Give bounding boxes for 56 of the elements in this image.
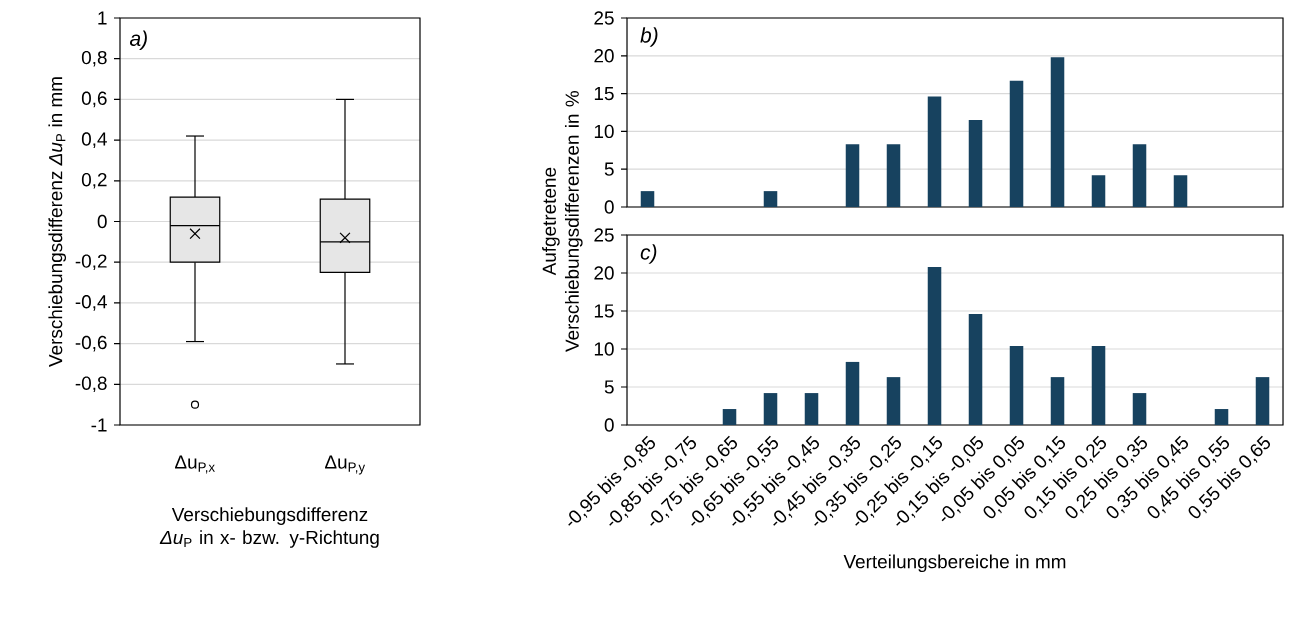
y-tick-label: -0,2	[75, 254, 107, 271]
bar	[886, 144, 901, 207]
bar	[1050, 57, 1065, 207]
y-tick-label: 0	[604, 418, 614, 432]
y-tick-label: 10	[594, 124, 614, 139]
bar	[845, 144, 860, 207]
bar	[1132, 144, 1147, 207]
y-axis-title: Aufgetretene Verschiebungsdifferenzen in %	[542, 91, 583, 352]
y-tick-label: 0,6	[81, 91, 107, 108]
y-tick-label: -1	[91, 418, 107, 432]
x-axis-title: Verteilungsbereiche in mm	[843, 554, 1066, 573]
bar	[763, 191, 778, 207]
bar	[1255, 377, 1270, 425]
y-tick-label: -0,8	[75, 376, 107, 393]
y-tick-label: 0,2	[81, 172, 107, 189]
y-tick-label: 10	[594, 342, 614, 356]
y-tick-label: -0,4	[75, 295, 107, 311]
chart-title: c)	[640, 244, 657, 264]
bar	[1009, 80, 1024, 207]
y-tick-label: 15	[594, 304, 614, 318]
bar	[968, 120, 983, 207]
y-tick-label: 0	[604, 200, 614, 214]
bar	[1173, 175, 1188, 207]
text: a)	[129, 30, 147, 51]
x-axis-title: Verschiebungsdifferenz Δu$_{P}$ in x- bzw. y-Richtung	[159, 507, 379, 548]
y-tick-label: 25	[594, 228, 614, 242]
bar	[845, 361, 860, 425]
chart-title: b)	[640, 27, 658, 47]
y-tick-label: -0,6	[75, 335, 107, 352]
bar	[1132, 393, 1147, 425]
bar	[1214, 409, 1229, 425]
bar	[927, 266, 942, 425]
y-tick-label: 25	[594, 11, 614, 25]
y-tick-label: 1	[98, 11, 107, 25]
y-tick-label: 20	[594, 49, 614, 63]
y-tick-label: 0,8	[81, 50, 107, 67]
bar	[1091, 175, 1106, 207]
x-tick-label: Δu$_{P,x}$	[175, 455, 215, 474]
bar	[640, 191, 655, 207]
y-tick-label: 20	[594, 266, 614, 280]
bar	[1091, 345, 1106, 425]
bar	[1050, 377, 1065, 425]
y-axis-title: Verschiebungsdifferenz Δu$_{P}$ in mm	[48, 77, 67, 367]
bar	[886, 377, 901, 425]
y-tick-label: 5	[604, 162, 614, 176]
y-tick-label: 15	[594, 87, 614, 101]
y-tick-label: 0	[97, 214, 107, 229]
bar	[763, 393, 778, 425]
y-tick-label: 5	[604, 380, 614, 394]
bar	[804, 393, 819, 425]
bar	[722, 409, 737, 425]
bar	[927, 96, 942, 207]
bar	[968, 314, 983, 425]
bar	[1009, 345, 1024, 425]
y-tick-label: 0,4	[81, 132, 107, 148]
x-tick-label: Δu$_{P,y}$	[325, 455, 366, 475]
